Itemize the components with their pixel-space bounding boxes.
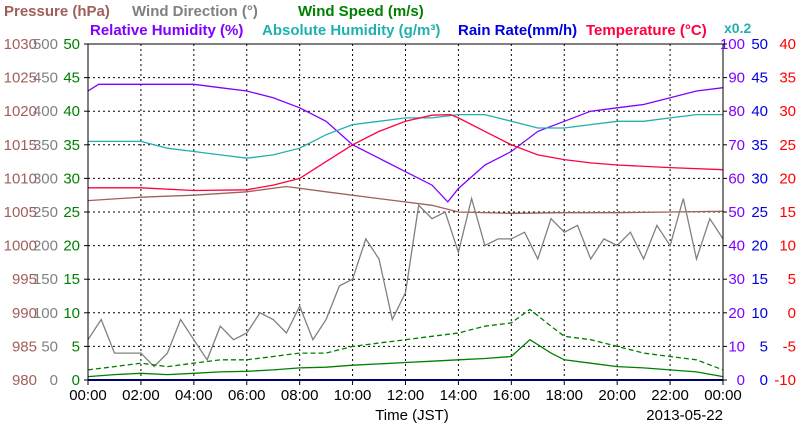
- y-tick-label-pressure: 990: [12, 305, 37, 322]
- y-tick-label-temp: 30: [779, 103, 796, 120]
- y-tick-label-wind_speed: 35: [63, 137, 80, 154]
- x-axis: 00:00 02:00 04:00 06:00 08:00 10:00 12:00 14:00…: [69, 380, 742, 404]
- y-tick-label-temp: 0: [788, 305, 796, 322]
- y-tick-label-temp: 20: [779, 170, 796, 187]
- y-tick-label-wind_speed: 10: [63, 305, 80, 322]
- series-line-rh: [87, 83, 724, 203]
- y-tick-label-wind_speed: 0: [72, 372, 80, 389]
- y-tick-label-pressure: 995: [12, 271, 37, 288]
- legend-wind-speed: Wind Speed (m/s): [298, 3, 424, 20]
- legend-pressure: Pressure (hPa): [4, 3, 110, 20]
- y-tick-label-wind_dir: 500: [33, 36, 58, 53]
- x-tick-label: 00:00: [704, 387, 742, 404]
- y-tick-label-rain: 45: [751, 70, 768, 87]
- x-tick-label: 14:00: [440, 387, 478, 404]
- y-tick-label-wind_dir: 250: [33, 204, 58, 221]
- y-tick-label-rain: 0: [760, 372, 768, 389]
- y-tick-label-pressure: 1020: [4, 103, 37, 120]
- y-tick-label-wind_dir: 200: [33, 238, 58, 255]
- y-tick-label-wind_speed: 15: [63, 271, 80, 288]
- y-tick-label-wind_dir: 0: [50, 372, 58, 389]
- y-tick-label-temp: 5: [788, 271, 796, 288]
- y-tick-label-pressure: 980: [12, 372, 37, 389]
- y-tick-label-temp: 10: [779, 238, 796, 255]
- y-tick-label-rain: 20: [751, 238, 768, 255]
- y-tick-label-wind_dir: 350: [33, 137, 58, 154]
- y-tick-label-wind_dir: 300: [33, 170, 58, 187]
- y-tick-label-temp: -10: [774, 372, 796, 389]
- series-line-wind_dir: [87, 196, 724, 368]
- x-tick-label: 00:00: [69, 387, 107, 404]
- y-tick-label-rh_ah: 80: [728, 103, 745, 120]
- y-tick-label-rh_ah: 20: [728, 305, 745, 322]
- date-label: 2013-05-22: [646, 407, 723, 424]
- legend: Pressure (hPa) Wind Direction (°) Wind S…: [4, 3, 751, 39]
- y-tick-label-rain: 40: [751, 103, 768, 120]
- legend-absolute-humidity: Absolute Humidity (g/m³): [262, 22, 440, 39]
- y-tick-label-wind_speed: 50: [63, 36, 80, 53]
- y-tick-label-wind_dir: 150: [33, 271, 58, 288]
- legend-rain-rate: Rain Rate(mm/h): [458, 22, 577, 39]
- y-tick-label-rain: 25: [751, 204, 768, 221]
- y-tick-label-rh_ah: 30: [728, 271, 745, 288]
- y-tick-label-temp: 35: [779, 70, 796, 87]
- x-tick-label: 04:00: [175, 387, 213, 404]
- y-tick-label-pressure: 1030: [4, 36, 37, 53]
- y-tick-label-rh_ah: 10: [728, 338, 745, 355]
- y-tick-label-rh_ah: 100: [720, 36, 745, 53]
- y-tick-label-rain: 30: [751, 170, 768, 187]
- y-tick-label-temp: 15: [779, 204, 796, 221]
- y-tick-label-rh_ah: 50: [728, 204, 745, 221]
- y-tick-label-rh_ah: 90: [728, 70, 745, 87]
- y-tick-label-temp: -5: [783, 338, 796, 355]
- y-tick-label-wind_speed: 25: [63, 204, 80, 221]
- y-tick-label-wind_speed: 30: [63, 170, 80, 187]
- y-tick-label-wind_speed: 40: [63, 103, 80, 120]
- series-line-wind_speed: [87, 338, 724, 378]
- legend-wind-direction: Wind Direction (°): [132, 3, 258, 20]
- x-tick-label: 22:00: [651, 387, 689, 404]
- y-tick-label-wind_speed: 45: [63, 70, 80, 87]
- y-tick-label-wind_speed: 20: [63, 238, 80, 255]
- rain-scale-note: x0.2: [724, 20, 751, 36]
- y-tick-label-temp: 40: [779, 36, 796, 53]
- y-tick-label-pressure: 1005: [4, 204, 37, 221]
- x-tick-label: 20:00: [598, 387, 636, 404]
- y-tick-label-pressure: 1015: [4, 137, 37, 154]
- y-tick-label-wind_dir: 50: [41, 338, 58, 355]
- x-tick-label: 18:00: [545, 387, 583, 404]
- grid: [88, 44, 723, 380]
- series-line-temp: [88, 113, 724, 192]
- y-tick-label-rain: 35: [751, 137, 768, 154]
- y-tick-label-wind_speed: 5: [72, 338, 80, 355]
- y-tick-label-rh_ah: 60: [728, 170, 745, 187]
- y-tick-label-rh_ah: 0: [737, 372, 745, 389]
- y-tick-label-pressure: 1010: [4, 170, 37, 187]
- y-tick-label-rain: 10: [751, 305, 768, 322]
- legend-relative-humidity: Relative Humidity (%): [90, 22, 243, 39]
- y-tick-label-wind_dir: 400: [33, 103, 58, 120]
- x-tick-label: 16:00: [493, 387, 531, 404]
- x-tick-label: 08:00: [281, 387, 319, 404]
- x-axis-label: Time (JST): [375, 407, 449, 424]
- y-tick-label-wind_dir: 450: [33, 70, 58, 87]
- y-tick-label-pressure: 1025: [4, 70, 37, 87]
- y-tick-label-pressure: 985: [12, 338, 37, 355]
- x-tick-label: 06:00: [228, 387, 266, 404]
- y-tick-label-pressure: 1000: [4, 238, 37, 255]
- y-tick-label-temp: 25: [779, 137, 796, 154]
- y-tick-label-rh_ah: 40: [728, 238, 745, 255]
- series-line-pressure: [87, 185, 724, 214]
- x-tick-label: 02:00: [122, 387, 160, 404]
- y-tick-label-rain: 15: [751, 271, 768, 288]
- legend-temperature: Temperature (°C): [586, 22, 707, 39]
- x-tick-label: 10:00: [334, 387, 372, 404]
- y-tick-label-wind_dir: 100: [33, 305, 58, 322]
- x-tick-label: 12:00: [387, 387, 425, 404]
- y-tick-label-rh_ah: 70: [728, 137, 745, 154]
- y-tick-label-rain: 50: [751, 36, 768, 53]
- y-axes: 9809859909951000100510101015102010251030…: [4, 36, 796, 389]
- y-tick-label-rain: 5: [760, 338, 768, 355]
